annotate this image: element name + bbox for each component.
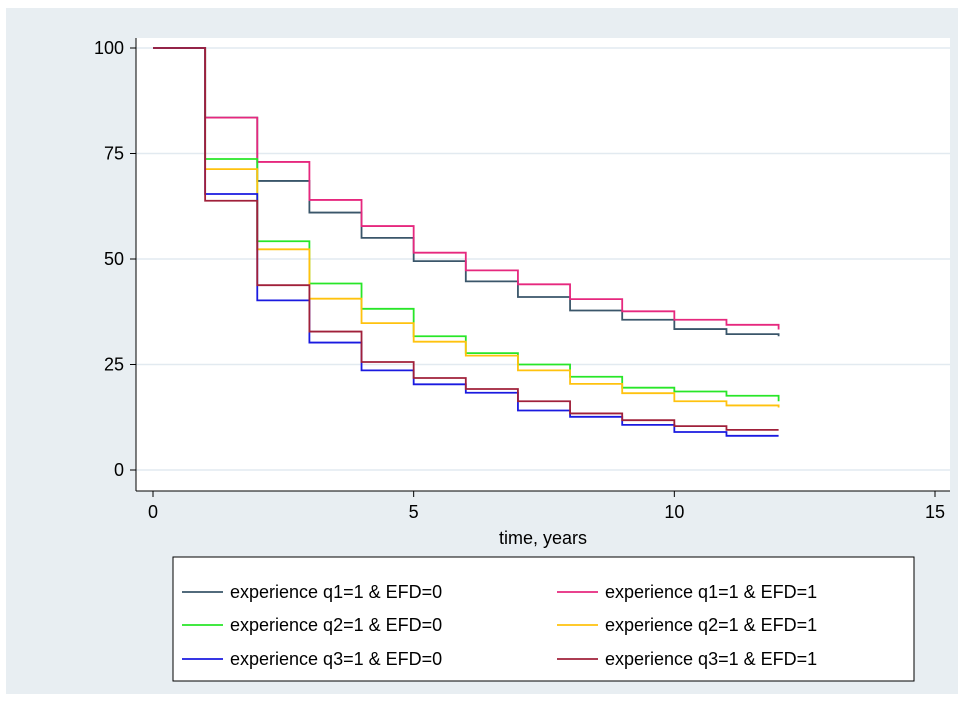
plot-area (136, 38, 950, 491)
legend-label-1: experience q1=1 & EFD=0 (230, 582, 442, 602)
y-tick-label: 25 (104, 355, 124, 375)
x-tick-label: 15 (925, 502, 945, 522)
series-line-6 (153, 47, 779, 431)
x-tick-label: 5 (409, 502, 419, 522)
x-tick-label: 10 (664, 502, 684, 522)
y-tick-label: 50 (104, 249, 124, 269)
legend-label-4: experience q2=1 & EFD=1 (605, 615, 817, 635)
axes (135, 38, 950, 492)
legend: experience q1=1 & EFD=0 experience q1=1 &… (172, 556, 915, 682)
chart-frame: 0 25 50 75 100 0 5 10 15 time, years experience … (6, 8, 958, 694)
legend-label-6: experience q3=1 & EFD=1 (605, 649, 817, 669)
y-tick-label: 0 (114, 460, 124, 480)
y-tick-label: 75 (104, 144, 124, 164)
legend-label-5: experience q3=1 & EFD=0 (230, 649, 442, 669)
x-tick-label: 0 (148, 502, 158, 522)
legend-label-3: experience q2=1 & EFD=0 (230, 615, 442, 635)
legend-label-2: experience q1=1 & EFD=1 (605, 582, 817, 602)
x-axis-title: time, years (499, 528, 587, 548)
y-tick-label: 100 (94, 38, 124, 58)
legend-box (172, 556, 915, 682)
series-lines (153, 47, 780, 437)
survival-chart: 0 25 50 75 100 0 5 10 15 time, years experience … (94, 38, 950, 682)
ticks: 0 25 50 75 100 0 5 10 15 (94, 38, 945, 522)
